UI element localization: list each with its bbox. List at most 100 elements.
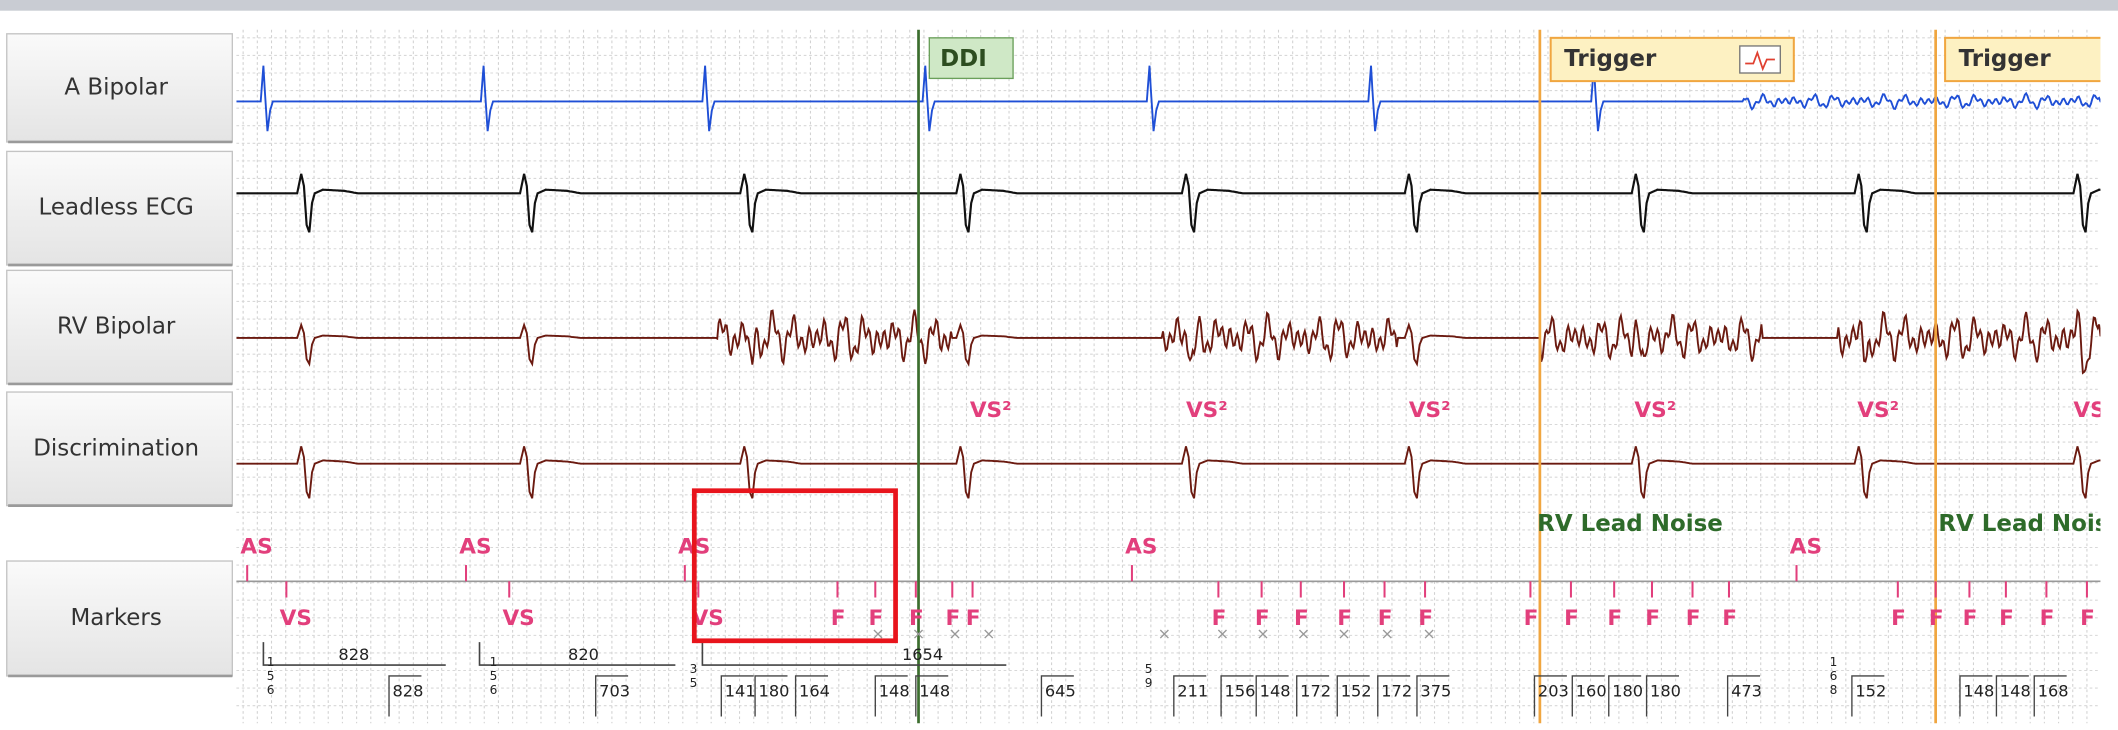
trigger-icon-glyph bbox=[1745, 50, 1775, 72]
waveform bbox=[236, 173, 2101, 233]
ventricular-marker: F bbox=[966, 606, 981, 631]
highlight-box bbox=[691, 488, 898, 644]
refractory-x bbox=[913, 629, 924, 639]
ddi-box bbox=[928, 37, 1014, 80]
ventricular-marker: F bbox=[1212, 606, 1227, 631]
discrimination-marker: VS² bbox=[2073, 398, 2115, 423]
interval-bracket bbox=[915, 675, 949, 717]
ventricular-marker: F bbox=[1645, 606, 1660, 631]
ventricular-marker: F bbox=[1891, 606, 1906, 631]
interval-bracket bbox=[1851, 675, 1885, 717]
interval: 180 bbox=[1650, 682, 1681, 701]
interval: 645 bbox=[1045, 682, 1076, 701]
channel-button[interactable] bbox=[6, 391, 234, 507]
refractory-x bbox=[1382, 629, 1392, 639]
channel-label[interactable]: Leadless ECG bbox=[39, 195, 194, 221]
ventricular-marker: VS bbox=[502, 606, 534, 631]
grid bbox=[236, 29, 2101, 724]
cycle-digits: 35 bbox=[686, 662, 700, 690]
ventricular-marker: F bbox=[1418, 606, 1433, 631]
interval-bracket bbox=[478, 642, 676, 666]
interval: 473 bbox=[1731, 682, 1762, 701]
ventricular-marker: F bbox=[909, 606, 924, 631]
ventricular-marker: F bbox=[1378, 606, 1393, 631]
atrial-marker: AS bbox=[1790, 534, 1822, 559]
refractory-x bbox=[1217, 629, 1227, 639]
cycle-digits: 59 bbox=[1142, 662, 1156, 690]
interval: 148 bbox=[2000, 682, 2031, 701]
top-bar bbox=[0, 0, 2118, 11]
waveform bbox=[236, 446, 2101, 499]
refractory-x bbox=[873, 629, 883, 639]
interval-bracket bbox=[595, 675, 629, 717]
channel-button[interactable] bbox=[6, 33, 234, 143]
background bbox=[0, 10, 2118, 730]
atrial-marker: AS bbox=[459, 534, 491, 559]
refractory-x bbox=[1258, 629, 1268, 639]
channel-label[interactable]: Markers bbox=[71, 605, 162, 631]
interval: 148 bbox=[919, 682, 950, 701]
trigger-box bbox=[1944, 36, 2101, 83]
channel-label[interactable]: Discrimination bbox=[33, 435, 199, 461]
cycle-digits: 156 bbox=[264, 655, 278, 697]
interval: 828 bbox=[338, 645, 369, 664]
interval: 152 bbox=[1855, 682, 1886, 701]
channel-label[interactable]: A Bipolar bbox=[64, 74, 168, 100]
trigger-label: Trigger bbox=[1564, 46, 1657, 72]
interval-bracket bbox=[1645, 675, 1680, 717]
channel-label[interactable]: RV Bipolar bbox=[57, 314, 176, 340]
ventricular-marker: VS bbox=[280, 606, 312, 631]
interval: 148 bbox=[1963, 682, 1994, 701]
channel-labels: A Bipolar Leadless ECG RV Bipolar Discrimin… bbox=[6, 33, 234, 678]
ventricular-marker: F bbox=[2040, 606, 2055, 631]
interval-bracket bbox=[1533, 675, 1567, 717]
refractory-x bbox=[1339, 629, 1349, 639]
ventricular-marker: F bbox=[1686, 606, 1701, 631]
ventricular-marker: F bbox=[1929, 606, 1944, 631]
cycle-digits: 168 bbox=[1826, 655, 1840, 697]
interval: 148 bbox=[879, 682, 910, 701]
interval-bracket bbox=[1416, 675, 1450, 717]
refractory-x bbox=[950, 629, 960, 639]
interval-bracket bbox=[1726, 675, 1761, 717]
interval-bracket bbox=[1336, 675, 1370, 717]
interval-bracket bbox=[701, 642, 1007, 666]
interval: 156 bbox=[1225, 682, 1256, 701]
channel-button[interactable] bbox=[6, 560, 234, 677]
interval: 141 bbox=[725, 682, 756, 701]
interval-bracket bbox=[720, 675, 754, 717]
interval-bracket bbox=[1608, 675, 1642, 717]
ventricular-marker: F bbox=[1337, 606, 1352, 631]
interval: 172 bbox=[1381, 682, 1412, 701]
refractory-x bbox=[1159, 629, 1169, 639]
interval: 168 bbox=[2038, 682, 2069, 701]
interval-bracket bbox=[1255, 675, 1289, 717]
refractory-x bbox=[1298, 629, 1309, 639]
refractory-x bbox=[1424, 629, 1434, 639]
noise-label: RV Lead Noise bbox=[1537, 511, 1723, 537]
interval: 828 bbox=[392, 682, 423, 701]
interval: 211 bbox=[1177, 682, 1208, 701]
interval-bracket bbox=[1173, 675, 1207, 717]
interval-bracket bbox=[2033, 675, 2067, 717]
interval: 180 bbox=[1612, 682, 1643, 701]
interval-bracket bbox=[262, 642, 446, 666]
interval-bracket bbox=[794, 675, 829, 717]
waveform bbox=[236, 65, 2101, 132]
discrimination-marker: VS² bbox=[1409, 398, 1451, 423]
atrial-marker: AS bbox=[240, 534, 272, 559]
interval: 703 bbox=[599, 682, 630, 701]
interval-bracket bbox=[1377, 675, 1411, 717]
interval-bracket bbox=[1571, 675, 1605, 717]
ventricular-marker: F bbox=[869, 606, 884, 631]
interval-bracket bbox=[874, 675, 908, 717]
atrial-marker: AS bbox=[1125, 534, 1157, 559]
interval: 164 bbox=[799, 682, 830, 701]
waveform bbox=[236, 308, 2101, 375]
ventricular-marker: VS bbox=[692, 606, 724, 631]
refractory-x bbox=[984, 629, 994, 639]
channel-button[interactable] bbox=[6, 269, 234, 385]
trigger-label: Trigger bbox=[1959, 46, 2052, 72]
